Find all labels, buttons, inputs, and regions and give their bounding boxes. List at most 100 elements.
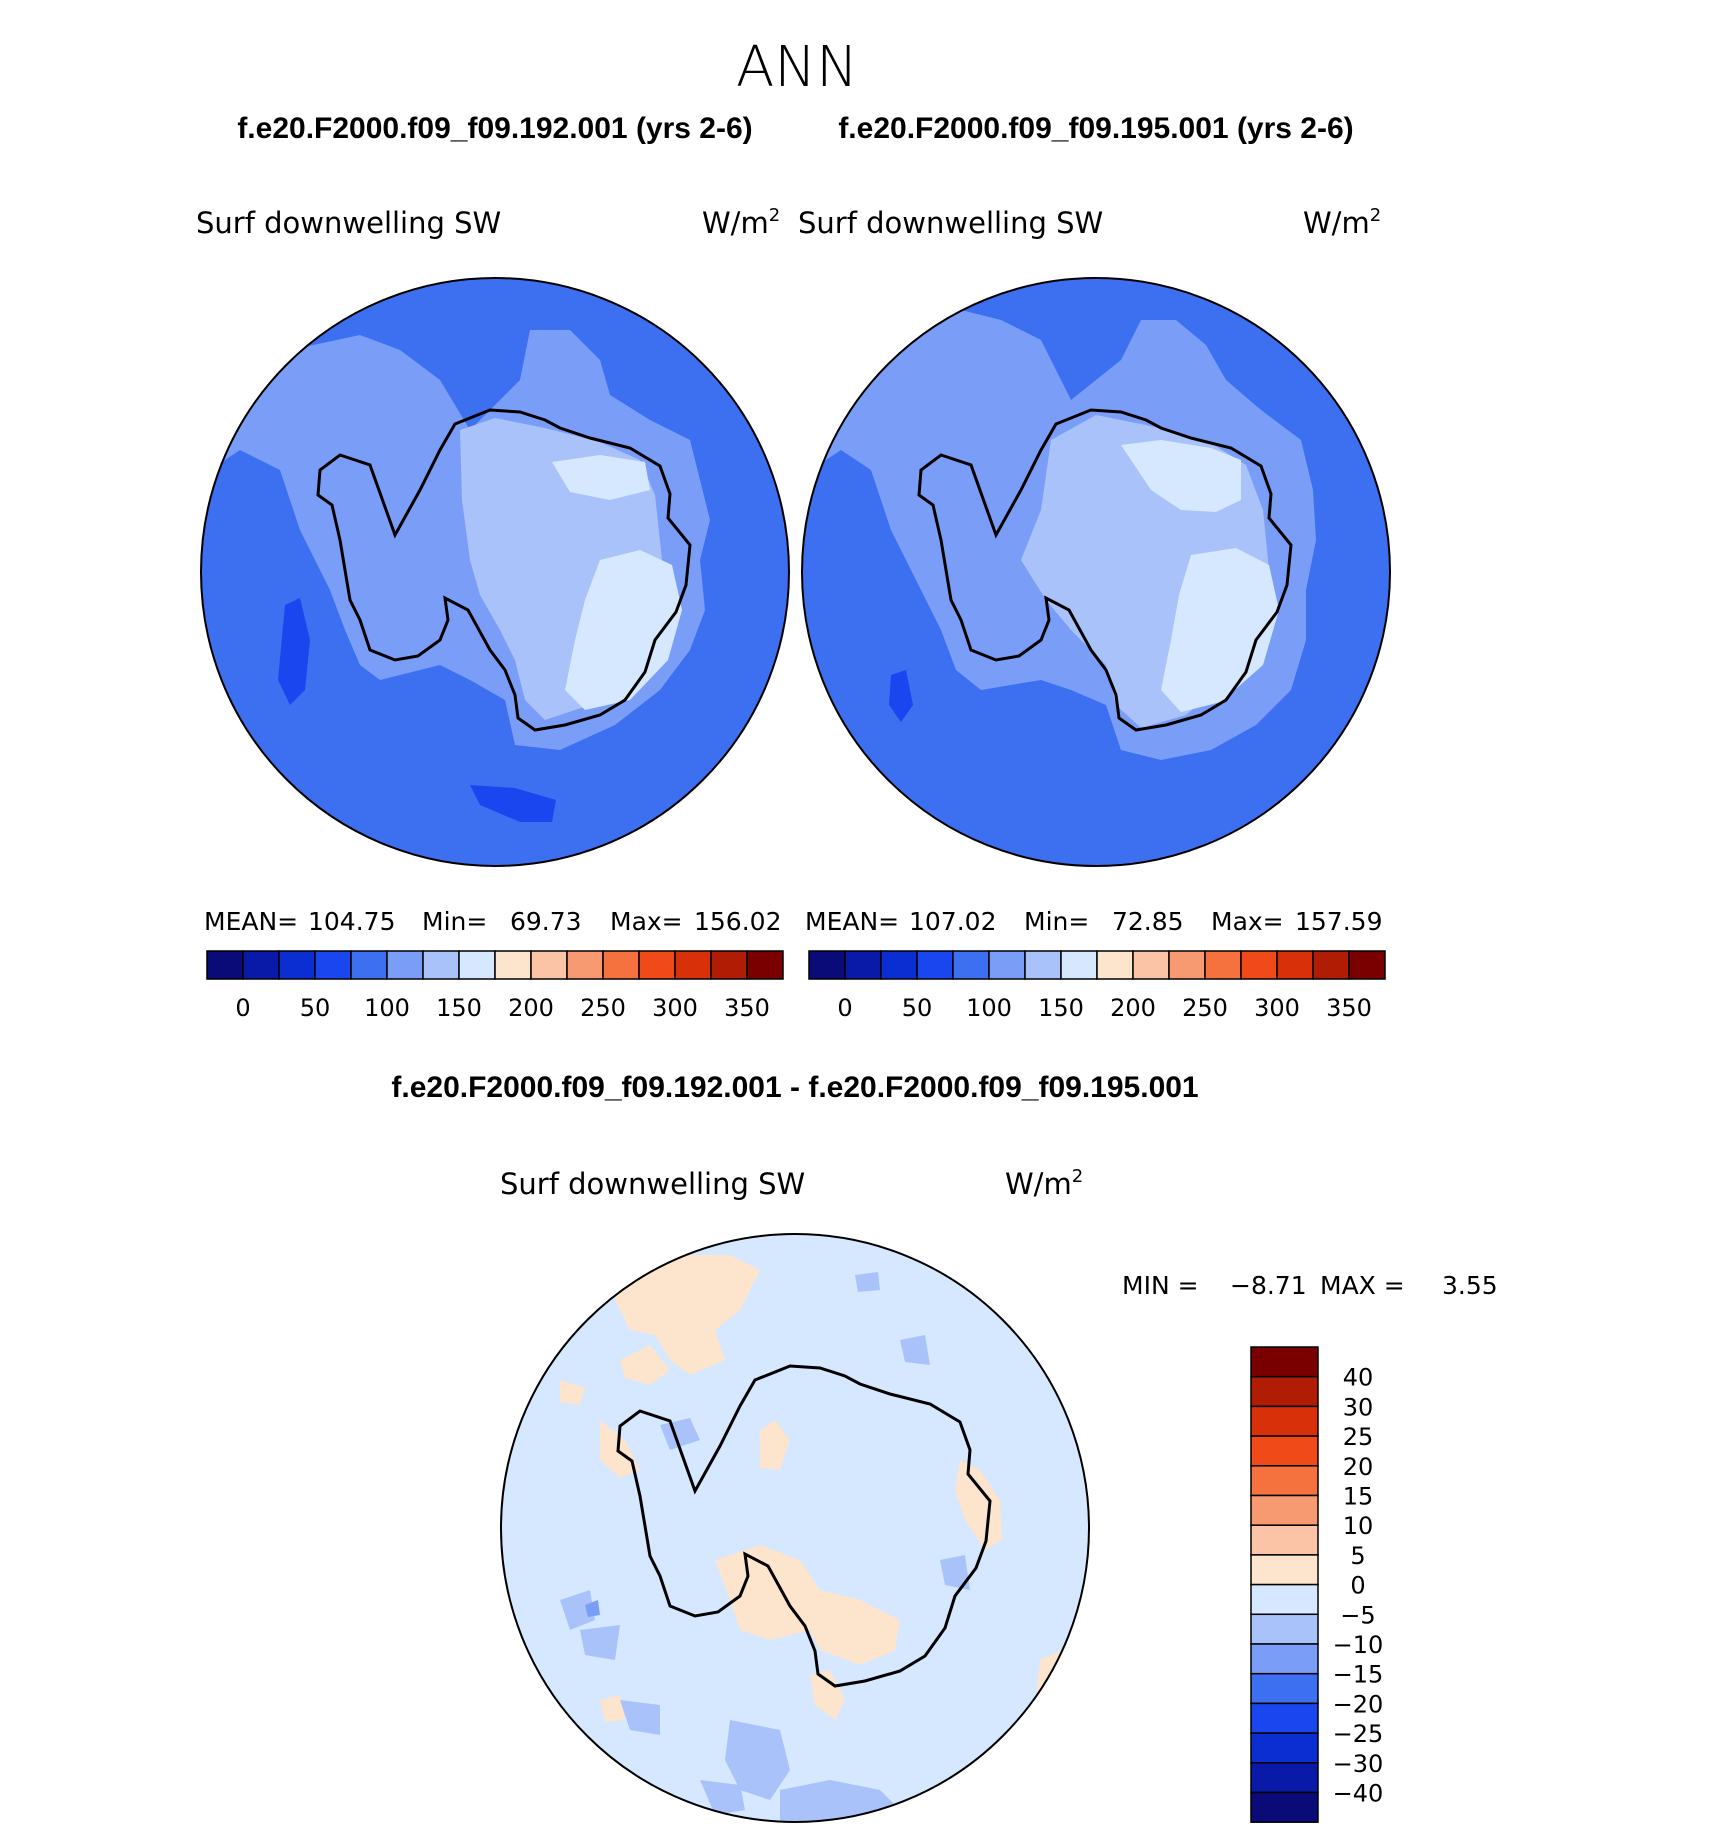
panel-b-colorbar-swatch-6 — [1024, 950, 1062, 980]
panel-b-colorbar-swatch-5 — [988, 950, 1026, 980]
panel-a-colorbar-tick-label: 300 — [652, 994, 698, 1022]
panel-b-colorbar-tick-label: 200 — [1110, 994, 1156, 1022]
panel-a-colorbar-swatch-10 — [566, 950, 604, 980]
diff-pos-6 — [600, 1420, 640, 1478]
diff-colorbar-tick-label: 10 — [1343, 1512, 1374, 1540]
diff-colorbar-swatch-3 — [1250, 1435, 1319, 1467]
diff-neg-3 — [700, 1780, 745, 1815]
panel-a-colorbar-swatch-9 — [530, 950, 568, 980]
panel-b-colorbar-swatch-1 — [844, 950, 882, 980]
diff-colorbar-tick-label: −5 — [1340, 1601, 1375, 1629]
panel-a-colorbar-swatch-6 — [422, 950, 460, 980]
panel-a-mean: 104.75 — [308, 907, 395, 936]
panel-b-blob-1 — [889, 670, 913, 722]
diff-colorbar-tick-label: −15 — [1333, 1661, 1384, 1689]
diff-colorbar-swatch-15 — [1250, 1791, 1319, 1823]
panel-b-colorbar-tick-label: 150 — [1038, 994, 1084, 1022]
diff-colorbar-tick-label: 40 — [1343, 1364, 1374, 1392]
panel-a-max-label: Max= — [610, 907, 683, 936]
diff-colorbar-swatch-8 — [1250, 1583, 1319, 1616]
diff-colorbar-tick-label: −25 — [1333, 1720, 1384, 1748]
panel-a-colorbar: 0 50 100 150 200 250 300 350 — [206, 950, 784, 1022]
panel-a-colorbar-swatch-1 — [242, 950, 280, 980]
diff-background — [501, 1234, 1089, 1822]
panel-a-blob-2 — [470, 785, 556, 822]
panel-a-colorbar-tick-label: 250 — [580, 994, 626, 1022]
diff-neg-1 — [725, 1720, 790, 1800]
panel-b-colorbar-tick-label: 300 — [1254, 994, 1300, 1022]
diff-neg-10 — [660, 1418, 700, 1450]
panel-b-frame — [801, 277, 1391, 867]
diff-colorbar-tick-label: 30 — [1343, 1393, 1374, 1421]
panel-b-units-sup: 2 — [1370, 205, 1381, 226]
panel-b-colorbar-swatch-7 — [1060, 950, 1098, 980]
diff-colorbar-swatch-10 — [1250, 1643, 1319, 1675]
panel-a-colorbar-tick-label: 50 — [300, 994, 331, 1022]
diff-max-label: MAX = — [1320, 1271, 1405, 1300]
diff-title: f.e20.F2000.f09_f09.192.001 - f.e20.F200… — [391, 1071, 1198, 1104]
diff-variable: Surf downwelling SW — [500, 1167, 805, 1201]
panel-a-colorbar-swatch-3 — [314, 950, 352, 980]
diff-colorbar-tick-label: −40 — [1333, 1780, 1384, 1808]
panel-a-colorbar-swatch-11 — [602, 950, 640, 980]
panel-b-units: W/m2 — [1303, 205, 1381, 240]
diff-colorbar-tick-label: 5 — [1350, 1542, 1365, 1570]
panel-a-colorbar-swatch-7 — [458, 950, 496, 980]
panel-a-units: W/m2 — [702, 205, 780, 240]
diff-colorbar-swatch-7 — [1250, 1554, 1319, 1586]
diff-pos-10 — [600, 1695, 625, 1722]
diff-colorbar-swatch-14 — [1250, 1762, 1319, 1794]
diff-neg-4 — [560, 1590, 595, 1630]
diff-colorbar-tick-label: 20 — [1343, 1453, 1374, 1481]
panel-a-colorbar-swatch-13 — [674, 950, 712, 980]
panel-b-colorbar-swatch-13 — [1276, 950, 1314, 980]
diff-colorbar-swatch-2 — [1250, 1405, 1319, 1437]
panel-a-ice-high-1 — [552, 455, 650, 500]
diff-neg-7 — [940, 1555, 970, 1590]
diff-frame — [500, 1233, 1090, 1823]
panel-b-colorbar-swatch-8 — [1096, 950, 1134, 980]
panel-a-colorbar-tick-label: 150 — [436, 994, 482, 1022]
panel-a-ice-high-2 — [565, 550, 682, 710]
diff-neg-5 — [580, 1625, 620, 1660]
diff-colorbar-tick-label: −10 — [1333, 1631, 1384, 1659]
panel-b-max-label: Max= — [1211, 907, 1284, 936]
panel-b-max: 157.59 — [1295, 907, 1382, 936]
panel-b-colorbar: 0 50 100 150 200 250 300 350 — [808, 950, 1386, 1022]
panel-a-colorbar-tick-label: 100 — [364, 994, 410, 1022]
diff-colorbar-swatch-11 — [1250, 1672, 1319, 1705]
diff-stats: MIN = −8.71 MAX = 3.55 — [1122, 1271, 1498, 1300]
case-b-title: f.e20.F2000.f09_f09.195.001 (yrs 2-6) — [838, 112, 1353, 145]
panel-b-min: 72.85 — [1112, 907, 1184, 936]
panel-b-stats: MEAN= 107.02 Min= 72.85 Max= 157.59 — [805, 907, 1382, 936]
panel-b-colorbar-swatch-11 — [1204, 950, 1242, 980]
panel-a-colorbar-swatch-5 — [386, 950, 424, 980]
panel-a-colorbar-swatch-4 — [350, 950, 388, 980]
diff-neg-9 — [855, 1272, 880, 1292]
panel-a-colorbar-tick-label: 200 — [508, 994, 554, 1022]
panel-a-variable: Surf downwelling SW — [196, 206, 501, 240]
panel-b-colorbar-swatch-12 — [1240, 950, 1278, 980]
diff-colorbar-swatch-12 — [1250, 1702, 1319, 1734]
case-a-title: f.e20.F2000.f09_f09.192.001 (yrs 2-6) — [237, 112, 752, 145]
diff-colorbar-tick-label: 15 — [1343, 1483, 1374, 1511]
panel-b-variable: Surf downwelling SW — [798, 206, 1103, 240]
diff-pos-3 — [560, 1380, 585, 1405]
panel-a-colorbar-swatch-0 — [206, 950, 244, 980]
diff-colorbar-tick-label: 0 — [1350, 1572, 1365, 1600]
panel-b-mean-label: MEAN= — [805, 907, 899, 936]
panel-b-colorbar-swatch-10 — [1168, 950, 1206, 980]
panel-b-ice-high-1 — [1121, 440, 1241, 512]
panel-a-colorbar-tick-label: 350 — [724, 994, 770, 1022]
panel-b-colorbar-tick-label: 250 — [1182, 994, 1228, 1022]
panel-a-min-label: Min= — [422, 907, 487, 936]
diff-colorbar-tick-label: −20 — [1333, 1690, 1384, 1718]
diff-map — [501, 1234, 1089, 1822]
panel-a-colorbar-swatch-14 — [710, 950, 748, 980]
diff-pos-7 — [715, 1545, 900, 1665]
panel-a-stats: MEAN= 104.75 Min= 69.73 Max= 156.02 — [204, 907, 781, 936]
panel-b-colorbar-swatch-9 — [1132, 950, 1170, 980]
diff-colorbar-swatch-4 — [1250, 1465, 1319, 1497]
